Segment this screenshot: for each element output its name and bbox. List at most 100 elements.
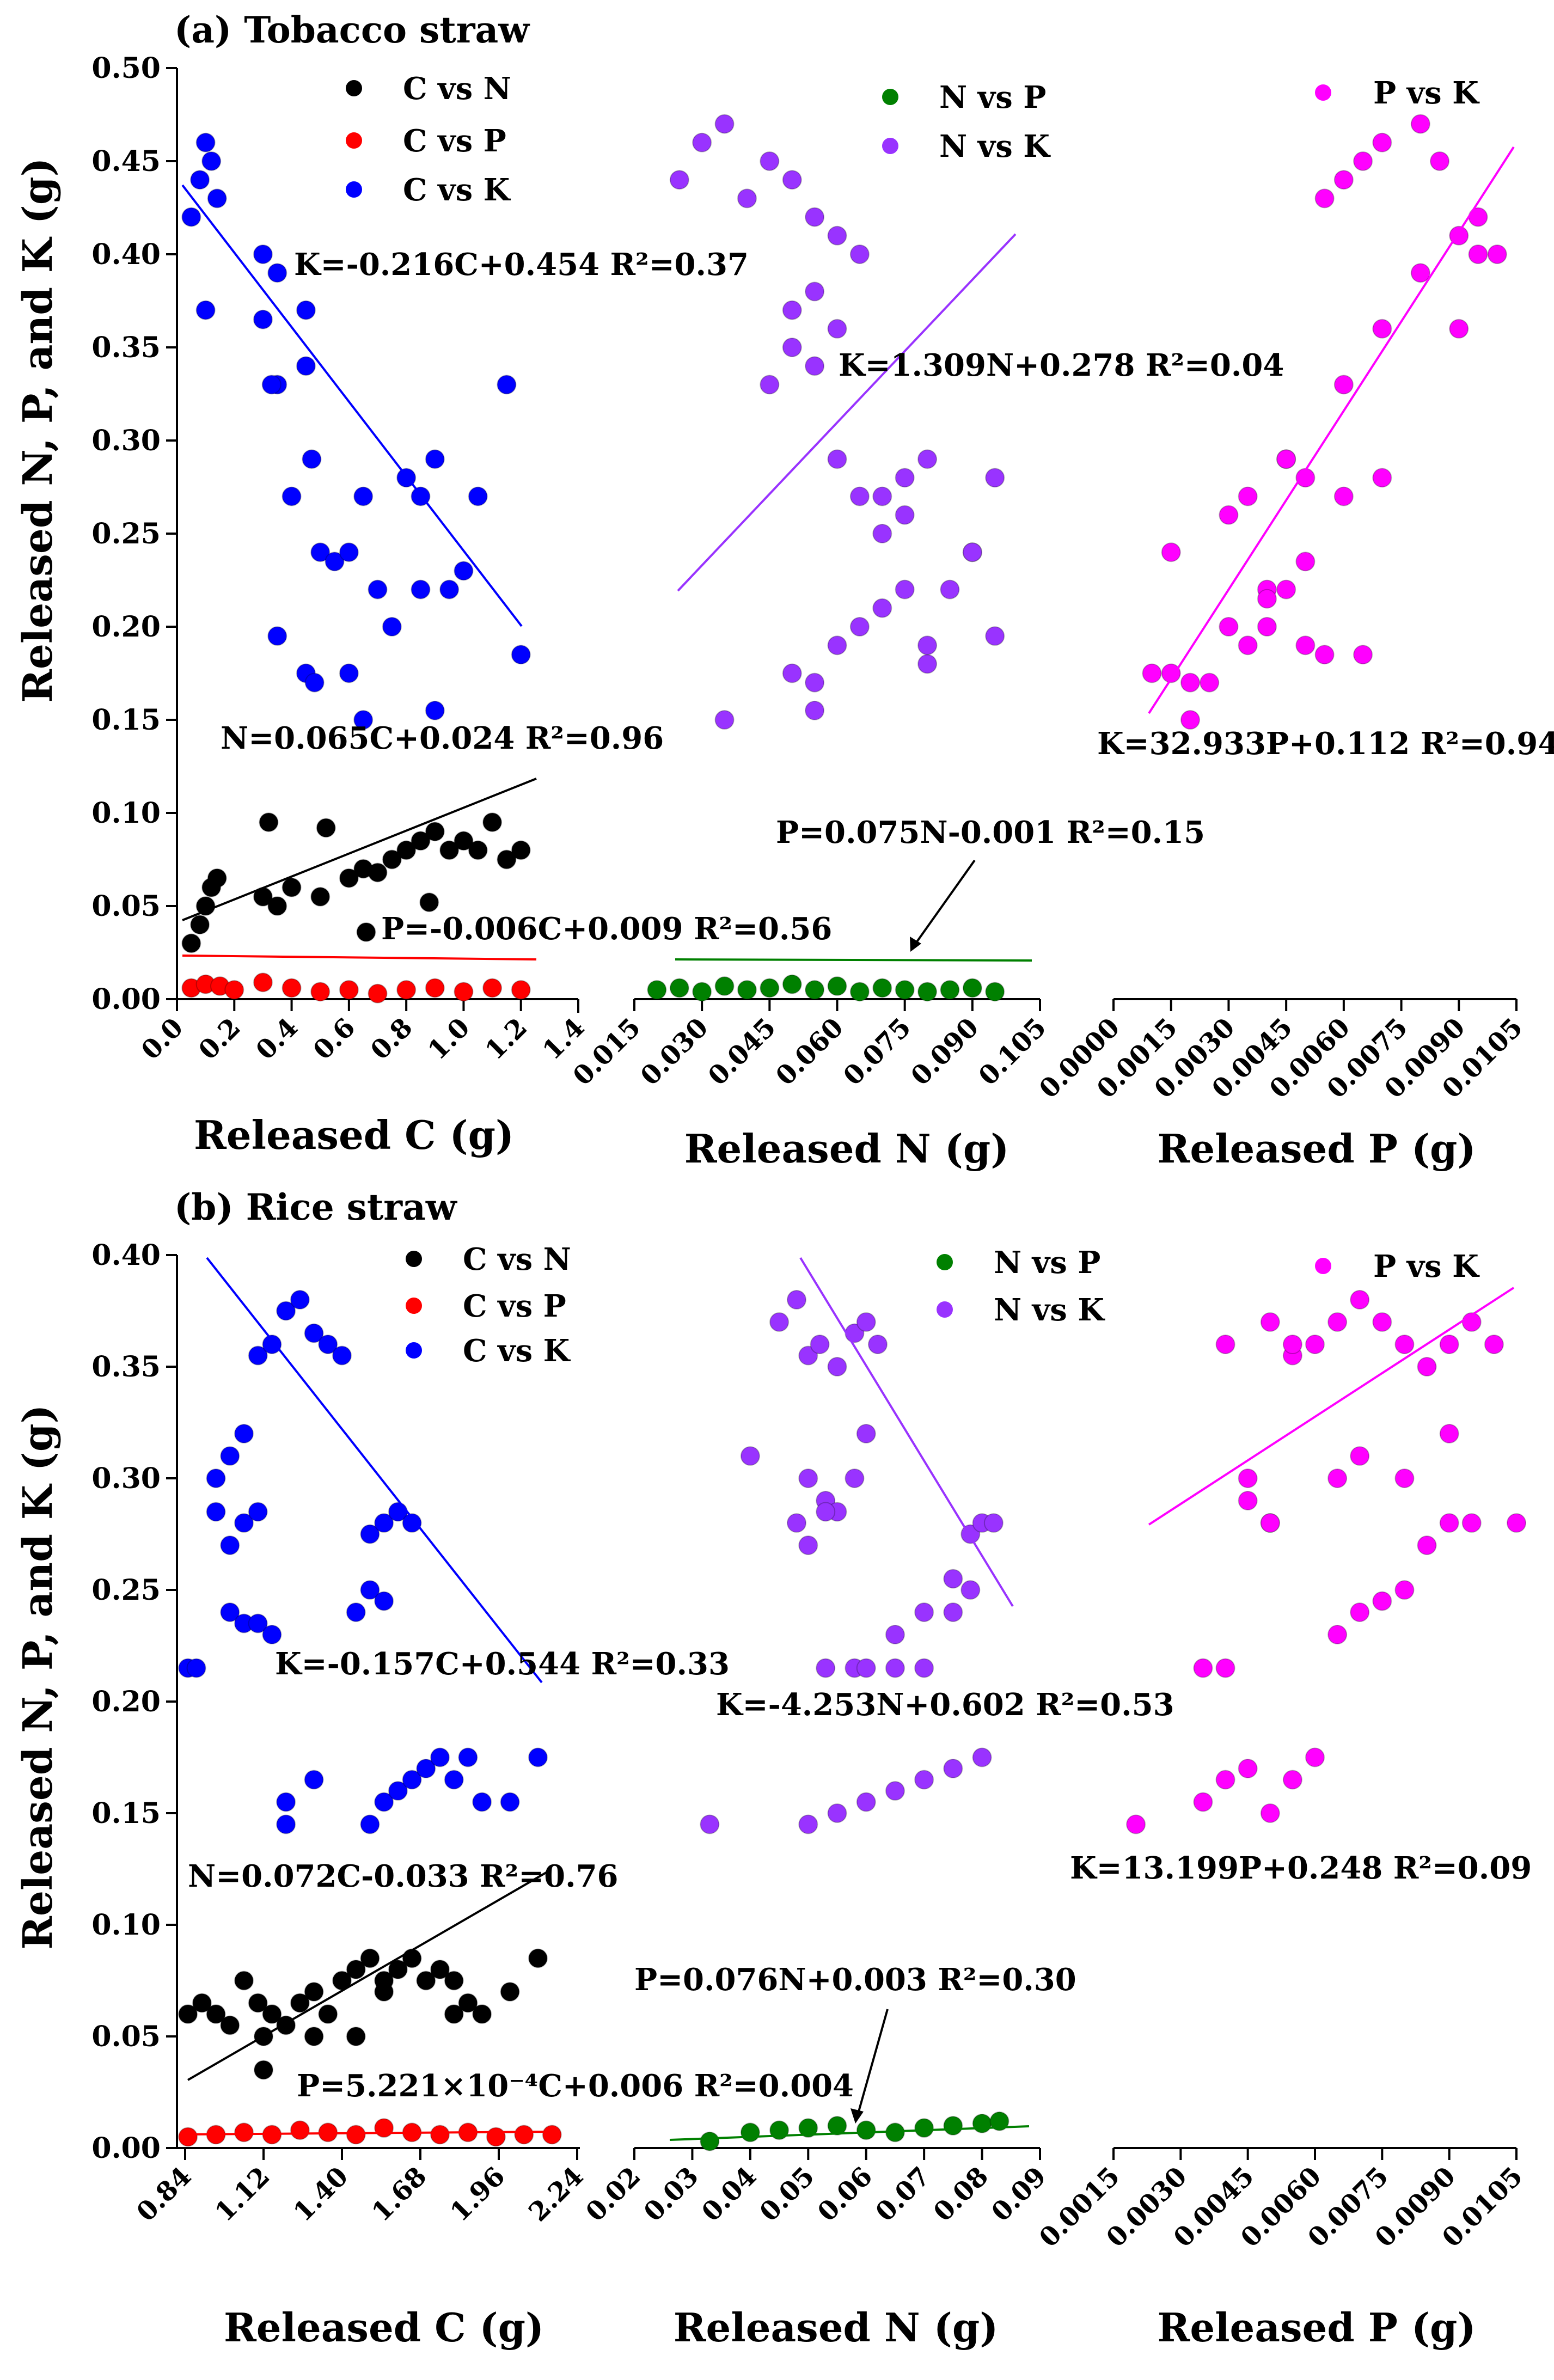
data-point-n-vs-k (872, 524, 892, 543)
data-point-c-vs-n (500, 1982, 520, 2002)
data-point-p-vs-k (1161, 542, 1181, 562)
data-point-c-vs-n (468, 840, 488, 860)
data-point-n-vs-k (985, 468, 1005, 488)
data-point-p-vs-k (1238, 1469, 1258, 1488)
data-point-c-vs-k (276, 1814, 296, 1834)
panel-a-p-vs-k-trend (1148, 146, 1515, 714)
data-point-p-vs-k (1394, 1469, 1415, 1488)
data-point-c-vs-k (374, 1792, 394, 1812)
data-point-c-vs-n (346, 1960, 366, 1979)
legend-marker-b-c-vs-n (406, 1251, 422, 1267)
data-point-c-vs-p (430, 2125, 450, 2145)
data-point-c-vs-n (497, 849, 517, 870)
data-point-n-vs-k (895, 505, 915, 525)
data-point-c-vs-p (454, 982, 474, 1002)
data-point-c-vs-k (201, 151, 222, 171)
data-point-c-vs-p (486, 2127, 506, 2147)
data-point-c-vs-p (368, 983, 388, 1004)
y-tick-label: 0.05 (91, 2020, 161, 2053)
legend-label-b-p-vs-k: P vs K (1373, 1249, 1480, 1284)
data-point-p-vs-k (1353, 645, 1373, 665)
panel-b-n-vs-p-trend (669, 2125, 1030, 2141)
data-point-n-vs-k (798, 1345, 818, 1366)
x-tick-label: 0.6 (308, 1012, 362, 1066)
data-point-c-vs-k (360, 1580, 380, 1600)
data-point-c-vs-n (234, 1971, 254, 1991)
data-point-c-vs-n (444, 2004, 464, 2024)
data-point-p-vs-k (1372, 319, 1392, 339)
x-tick-label: 0.05 (754, 2161, 821, 2228)
data-point-c-vs-p (282, 978, 302, 998)
data-point-c-vs-n (262, 2004, 282, 2024)
panel-a-y-ticks: 0.00 0.05 0.10 0.15 0.20 0.25 0.30 0.35 0.40 0.45… (91, 52, 177, 1016)
data-point-n-vs-p (962, 978, 982, 998)
data-point-p-vs-k (1372, 1591, 1392, 1611)
data-point-c-vs-k (325, 552, 345, 572)
panel-b-n-x-label: Released N (g) (674, 2304, 999, 2351)
x-tick-label: 0.2 (193, 1012, 247, 1066)
data-point-p-vs-k (1327, 1312, 1348, 1332)
data-point-n-vs-k (917, 654, 938, 674)
data-point-c-vs-k (262, 1625, 282, 1644)
data-point-n-vs-k (943, 1602, 963, 1622)
data-point-p-vs-k (1314, 188, 1335, 209)
data-point-p-vs-k (1372, 132, 1392, 152)
data-point-c-vs-k (425, 700, 445, 720)
data-point-c-vs-n (368, 862, 388, 883)
data-point-n-vs-k (769, 1312, 790, 1332)
data-point-c-vs-k (267, 263, 287, 283)
data-point-n-vs-p (940, 980, 960, 1000)
eq-b-c-vs-p: P=5.221×10⁻⁴C+0.006 R²=0.004 (297, 2068, 854, 2104)
data-point-p-vs-k (1215, 1770, 1235, 1790)
panel-b-c-vs-p-trend (182, 2131, 550, 2136)
legend-marker-b-p-vs-k (1315, 1258, 1331, 1274)
data-point-p-vs-k (1314, 645, 1335, 665)
data-point-c-vs-k (416, 1759, 436, 1778)
data-point-c-vs-k (388, 1781, 408, 1801)
data-point-c-vs-n (346, 2027, 366, 2046)
data-point-n-vs-k (669, 170, 689, 190)
y-tick-label: 0.00 (91, 2132, 161, 2165)
legend-label-b-c-vs-k: C vs K (463, 1333, 571, 1369)
data-point-c-vs-n (388, 1960, 408, 1979)
legend-marker-c-vs-p (346, 132, 362, 149)
data-point-n-vs-k (816, 1658, 836, 1678)
data-point-c-vs-k (296, 356, 316, 376)
data-point-n-vs-k (805, 282, 825, 302)
data-point-c-vs-k (425, 449, 445, 469)
legend-marker-c-vs-n (346, 80, 362, 96)
legend-marker-n-vs-k (882, 138, 898, 154)
data-point-c-vs-k (439, 579, 460, 599)
legend-marker-c-vs-k (346, 181, 362, 198)
data-point-c-vs-k (332, 1345, 352, 1366)
data-point-n-vs-k (856, 1424, 876, 1443)
eq-b-n-vs-k: K=-4.253N+0.602 R²=0.53 (716, 1687, 1174, 1723)
data-point-n-vs-p (827, 2116, 847, 2136)
data-point-c-vs-k (500, 1792, 520, 1812)
x-tick-label: 0.02 (580, 2161, 646, 2228)
legend-label-c-vs-k: C vs K (403, 172, 511, 208)
data-point-n-vs-k (895, 468, 915, 488)
data-point-n-vs-p (943, 2116, 963, 2136)
eq-a-p-vs-k: K=32.933P+0.112 R²=0.94 (1097, 726, 1554, 762)
data-point-c-vs-k (346, 1602, 366, 1622)
y-tick-label: 0.45 (91, 145, 161, 178)
data-point-n-vs-k (872, 486, 892, 506)
panel-b-legend-c: C vs N C vs P C vs K (406, 1241, 571, 1369)
panel-b-n-vs-k-trend (799, 1257, 1014, 1607)
arrow-head-b-n-vs-p (851, 2108, 864, 2124)
data-point-n-vs-p (737, 980, 757, 1000)
data-point-c-vs-p (339, 980, 359, 1000)
data-point-p-vs-k (1260, 1803, 1280, 1823)
data-point-n-vs-k (787, 1513, 806, 1533)
data-point-p-vs-k (1410, 114, 1430, 134)
x-tick-label: 1.12 (209, 2161, 276, 2228)
data-point-p-vs-k (1295, 552, 1316, 572)
legend-marker-b-c-vs-k (406, 1342, 422, 1359)
y-tick-label: 0.35 (91, 331, 161, 364)
data-point-c-vs-k (511, 645, 531, 665)
x-tick-label: 0.0 (136, 1012, 189, 1066)
data-point-n-vs-k (845, 1469, 865, 1488)
data-point-p-vs-k (1215, 1658, 1235, 1678)
data-point-p-vs-k (1439, 1513, 1459, 1533)
